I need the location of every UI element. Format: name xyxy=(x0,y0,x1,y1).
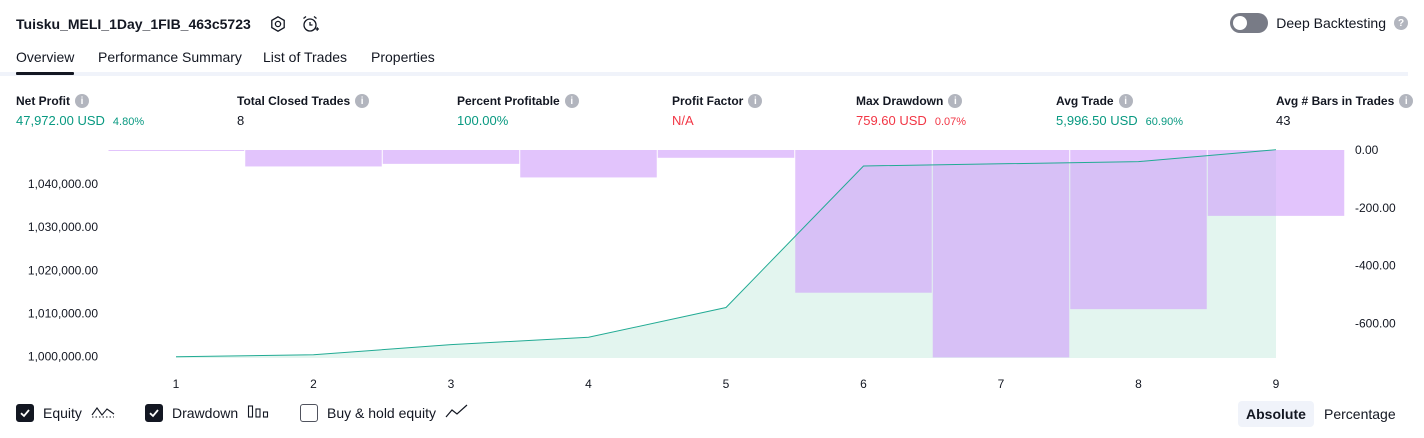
left-axis-tick-label: 1,020,000.00 xyxy=(28,263,98,277)
info-icon[interactable]: i xyxy=(1399,94,1414,108)
metric-value: 5,996.50 USD xyxy=(1056,113,1138,128)
x-axis-tick-label: 8 xyxy=(1135,377,1142,391)
legend-equity[interactable]: Equity xyxy=(16,403,115,422)
deep-backtesting-label: Deep Backtesting xyxy=(1276,15,1386,31)
metric-percent: 0.07% xyxy=(934,116,967,128)
metric-avg-bars: Avg # Bars in Trades i 43 xyxy=(1276,93,1414,129)
settings-gear-icon[interactable] xyxy=(267,13,289,35)
help-icon[interactable]: ? xyxy=(1394,16,1408,30)
drawdown-bar xyxy=(245,150,382,167)
drawdown-bar xyxy=(932,150,1070,358)
right-axis-tick-label: -400.00 xyxy=(1355,259,1396,273)
legend-drawdown[interactable]: Drawdown xyxy=(145,403,269,422)
metric-value: 8 xyxy=(237,113,245,128)
metric-total-closed-trades: Total Closed Trades i 8 xyxy=(237,93,370,129)
tab-properties[interactable]: Properties xyxy=(371,49,435,65)
tab-overview[interactable]: Overview xyxy=(16,49,75,75)
metric-value: 759.60 USD xyxy=(856,113,927,128)
left-axis-tick-label: 1,010,000.00 xyxy=(28,307,98,321)
legend-buy-hold[interactable]: Buy & hold equity xyxy=(300,403,469,422)
metric-value: N/A xyxy=(672,113,694,128)
metric-value: 43 xyxy=(1276,113,1291,128)
drawdown-bar xyxy=(382,150,520,164)
drawdown-bar xyxy=(657,150,795,158)
x-axis-tick-label: 7 xyxy=(998,377,1005,391)
tab-list-of-trades[interactable]: List of Trades xyxy=(263,49,348,65)
metric-max-drawdown: Max Drawdown i 759.60 USD 0.07% xyxy=(856,93,966,129)
strategy-name: Tuisku_MELI_1Day_1FIB_463c5723 xyxy=(16,16,251,32)
metric-net-profit: Net Profit i 47,972.00 USD 4.80% xyxy=(16,93,144,129)
alarm-clock-plus-icon[interactable] xyxy=(299,13,321,35)
metric-label: Total Closed Trades xyxy=(237,94,351,108)
drawdown-legend-label: Drawdown xyxy=(172,404,239,421)
equity-line xyxy=(175,149,1277,358)
percentage-mode-button[interactable]: Percentage xyxy=(1324,406,1396,422)
metric-profit-factor: Profit Factor i N/A xyxy=(672,93,763,129)
strategy-title-row: Tuisku_MELI_1Day_1FIB_463c5723 xyxy=(16,12,321,36)
info-icon[interactable]: i xyxy=(948,94,963,108)
metric-percent: 60.90% xyxy=(1145,116,1183,128)
x-axis-tick-label: 5 xyxy=(723,377,730,391)
x-axis-tick-label: 6 xyxy=(860,377,867,391)
metric-percent-profitable: Percent Profitable i 100.00% xyxy=(457,93,579,129)
absolute-mode-button[interactable]: Absolute xyxy=(1238,401,1314,427)
info-icon[interactable]: i xyxy=(564,94,579,108)
deep-backtesting-control: Deep Backtesting ? xyxy=(1230,13,1408,33)
info-icon[interactable]: i xyxy=(748,94,763,108)
buy-hold-checkbox[interactable] xyxy=(300,403,318,422)
metric-label: Profit Factor xyxy=(672,94,744,108)
metric-label: Net Profit xyxy=(16,94,70,108)
metric-label: Avg # Bars in Trades xyxy=(1276,94,1395,108)
metric-label: Max Drawdown xyxy=(856,94,944,108)
equity-checkbox[interactable] xyxy=(16,403,34,422)
x-axis-tick-label: 1 xyxy=(173,377,180,391)
buy-hold-line-icon xyxy=(445,403,469,422)
metric-label: Avg Trade xyxy=(1056,94,1114,108)
drawdown-bar xyxy=(520,150,657,178)
metric-avg-trade: Avg Trade i 5,996.50 USD 60.90% xyxy=(1056,93,1183,129)
left-axis-tick-label: 1,030,000.00 xyxy=(28,220,98,234)
left-axis-tick-label: 1,040,000.00 xyxy=(28,177,98,191)
info-icon[interactable]: i xyxy=(355,94,370,108)
drawdown-bar xyxy=(795,150,932,293)
drawdown-checkbox[interactable] xyxy=(145,403,163,422)
equity-wave-icon xyxy=(91,403,115,422)
left-axis-tick-label: 1,000,000.00 xyxy=(28,350,98,364)
metric-value: 100.00% xyxy=(457,113,509,128)
right-axis-tick-label: 0.00 xyxy=(1355,143,1379,157)
deep-backtesting-toggle[interactable] xyxy=(1230,13,1269,33)
equity-drawdown-chart: 1,000,000.00 1,010,000.00 1,020,000.00 1,03… xyxy=(28,143,1396,391)
right-axis-tick-label: -200.00 xyxy=(1355,201,1396,215)
drawdown-bar xyxy=(108,150,245,151)
tab-bar: Overview Performance Summary List of Tra… xyxy=(0,44,1408,76)
drawdown-bars-icon xyxy=(247,403,269,422)
x-axis-tick-label: 9 xyxy=(1273,377,1280,391)
x-axis-tick-label: 4 xyxy=(585,377,592,391)
drawdown-bar xyxy=(1207,150,1345,216)
x-axis-tick-label: 2 xyxy=(310,377,317,391)
metric-label: Percent Profitable xyxy=(457,94,560,108)
equity-legend-label: Equity xyxy=(43,404,82,421)
right-axis-tick-label: -600.00 xyxy=(1355,316,1396,330)
drawdown-bar xyxy=(1070,150,1207,310)
info-icon[interactable]: i xyxy=(1118,94,1133,108)
x-axis-tick-label: 3 xyxy=(448,377,455,391)
metric-value: 47,972.00 USD xyxy=(16,113,105,128)
tab-performance-summary[interactable]: Performance Summary xyxy=(98,49,242,65)
buy-hold-legend-label: Buy & hold equity xyxy=(327,404,436,421)
info-icon[interactable]: i xyxy=(75,94,89,108)
metric-percent: 4.80% xyxy=(112,116,145,128)
